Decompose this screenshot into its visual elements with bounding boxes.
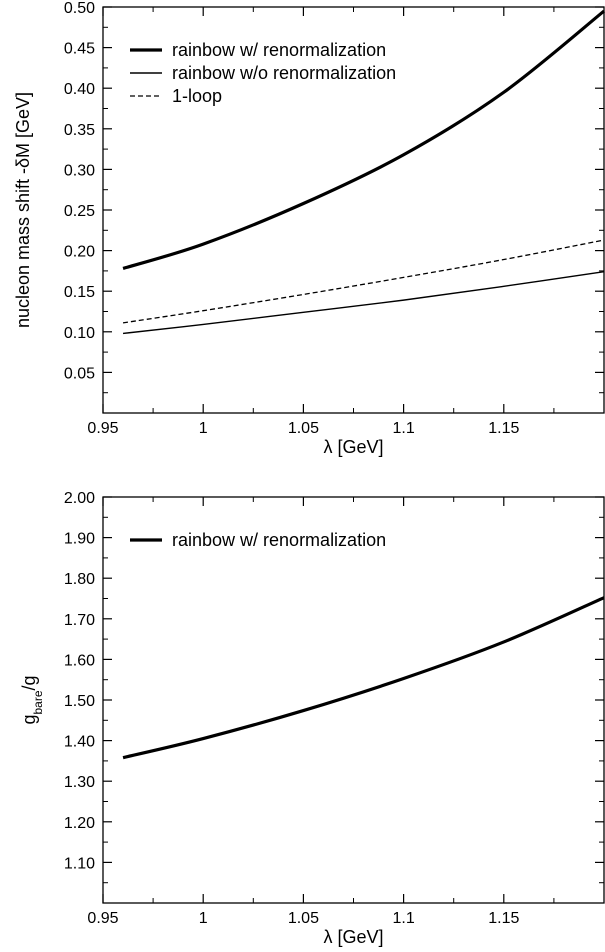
x-axis-label: λ [GeV] (323, 437, 383, 457)
x-tick-label: 1.1 (392, 910, 414, 927)
x-tick-label: 1.1 (392, 420, 414, 437)
y-tick-label: 1.30 (64, 774, 95, 791)
y-tick-label: 1.40 (64, 734, 95, 751)
y-tick-label: 1.90 (64, 531, 95, 548)
series-line-2 (122, 271, 605, 335)
y-tick-label: 1.80 (64, 571, 95, 588)
x-tick-label: 1.15 (488, 420, 519, 437)
y-tick-label: 0.20 (64, 244, 95, 261)
plot-frame (102, 496, 605, 904)
y-axis-label: gbare/g (19, 675, 45, 724)
x-tick-label: 1.05 (288, 420, 319, 437)
x-tick-label: 1.15 (488, 910, 519, 927)
chart-1: 0.95 1 1.05 1.1 1.15 0.05 0.10 0.15 0.20 0.25 0.30… (13, 0, 605, 457)
series-line-1 (122, 9, 605, 270)
y-tick-label: 0.50 (64, 0, 95, 17)
y-axis-label-subscript: bare (31, 690, 45, 714)
y-tick-label: 0.15 (64, 284, 95, 301)
chart-2: 0.95 1 1.05 1.1 1.15 1.10 1.20 1.30 1.40 1.50 1.60… (19, 490, 605, 947)
y-tick-label: 1.50 (64, 693, 95, 710)
y-tick-label: 0.05 (64, 365, 95, 382)
y-tick-label: 1.70 (64, 612, 95, 629)
y-tick-label: 0.10 (64, 325, 95, 342)
y-tick-label: 0.25 (64, 203, 95, 220)
y-tick-label: 1.20 (64, 815, 95, 832)
legend-label: 1-loop (172, 86, 222, 106)
series-line-3 (122, 239, 605, 324)
legend-label: rainbow w/ renormalization (172, 530, 386, 550)
y-tick-label: 2.00 (64, 490, 95, 507)
y-axis-label-tail: /g (19, 675, 39, 690)
x-tick-label: 0.95 (87, 420, 118, 437)
y-tick-label: 0.45 (64, 41, 95, 58)
y-tick-label: 0.40 (64, 81, 95, 98)
legend-label: rainbow w/o renormalization (172, 63, 396, 83)
y-axis-label: nucleon mass shift -δM [GeV] (13, 92, 33, 328)
x-tick-label: 1.05 (288, 910, 319, 927)
y-tick-label: 0.30 (64, 162, 95, 179)
x-tick-label: 0.95 (87, 910, 118, 927)
y-axis-label-main: g (19, 715, 39, 725)
legend-label: rainbow w/ renormalization (172, 40, 386, 60)
x-tick-label: 1 (199, 420, 208, 437)
x-tick-label: 1 (199, 910, 208, 927)
y-tick-label: 1.60 (64, 652, 95, 669)
y-tick-label: 1.10 (64, 855, 95, 872)
x-axis-label: λ [GeV] (323, 927, 383, 947)
series-line-1 (122, 596, 605, 760)
y-tick-label: 0.35 (64, 122, 95, 139)
